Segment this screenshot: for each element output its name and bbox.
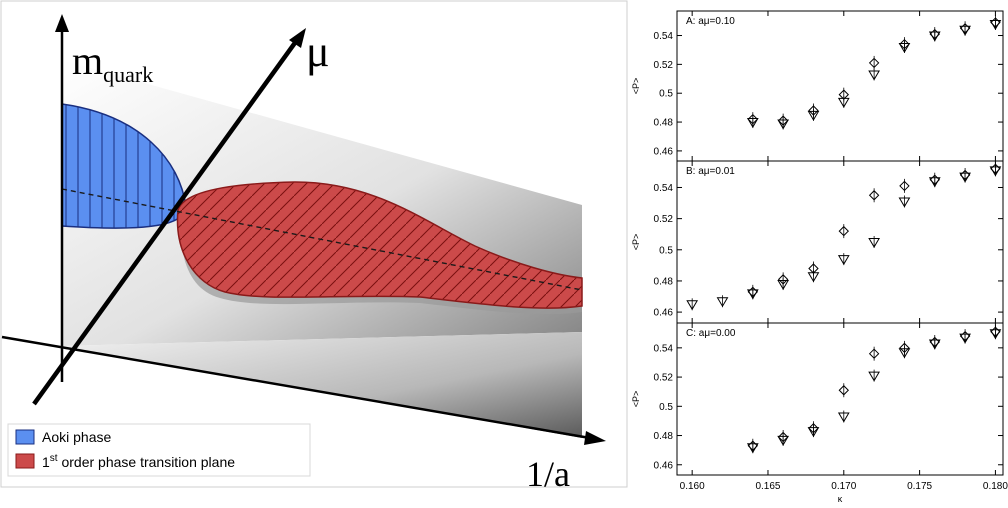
y-tick-label: 0.46 xyxy=(654,460,674,471)
legend-first-order-swatch xyxy=(15,453,35,469)
y-tick-label: 0.5 xyxy=(659,402,673,413)
triangle-point xyxy=(989,329,1002,340)
panel-title: B: aμ=0.01 xyxy=(686,166,735,177)
y-tick-label: 0.52 xyxy=(654,214,674,225)
triangle-point xyxy=(746,118,759,129)
y-tick-label: 0.52 xyxy=(654,373,674,384)
y-tick-label: 0.54 xyxy=(654,183,674,194)
inv-a-axis xyxy=(1,335,591,440)
x-tick-label: 0.165 xyxy=(755,481,780,492)
triangle-point xyxy=(777,280,790,291)
axis-mquark-label: mquark xyxy=(72,38,153,87)
y-tick-label: 0.48 xyxy=(654,431,674,442)
triangle-point xyxy=(777,119,790,130)
triangle-point xyxy=(837,97,850,108)
inv-a-axis-arrow xyxy=(584,431,606,445)
triangle-point xyxy=(928,31,941,42)
triangle-point xyxy=(746,289,759,300)
triangle-point xyxy=(746,443,759,454)
triangle-point xyxy=(837,255,850,266)
y-axis-label: <P> xyxy=(631,78,641,95)
diamond-point xyxy=(868,190,880,201)
triangle-point xyxy=(989,166,1002,177)
y-tick-label: 0.48 xyxy=(654,276,674,287)
phase-diagram-figure: mquark μ 1/a Aoki phase 1st order phase … xyxy=(0,0,628,494)
y-axis-label: <P> xyxy=(631,391,641,408)
x-axis-label: κ xyxy=(838,494,843,504)
triangle-point xyxy=(807,272,820,283)
x-tick-label: 0.180 xyxy=(983,481,1008,492)
legend-aoki-swatch xyxy=(15,429,35,445)
mu-axis xyxy=(32,38,299,406)
legend-aoki-label: Aoki phase xyxy=(42,429,111,445)
diamond-point xyxy=(868,57,880,69)
triangle-point xyxy=(928,177,941,188)
panel-frame xyxy=(676,160,1004,324)
diamond-point xyxy=(838,385,849,396)
panel-frame xyxy=(676,10,1004,162)
panel-frame xyxy=(676,322,1004,476)
y-tick-label: 0.52 xyxy=(654,60,674,71)
triangle-point xyxy=(959,25,971,36)
mquark-axis-arrow xyxy=(55,14,69,32)
diamond-point xyxy=(899,180,910,192)
axis-mu-label: μ xyxy=(306,27,330,76)
legend: Aoki phase 1st order phase transition pl… xyxy=(7,423,311,477)
legend-box xyxy=(7,423,311,477)
triangle-point xyxy=(868,70,880,81)
triangle-point xyxy=(716,297,729,308)
x-tick-label: 0.160 xyxy=(680,481,705,492)
triangle-point xyxy=(686,300,699,311)
triangle-point xyxy=(898,43,911,54)
triangle-point xyxy=(989,19,1002,30)
axis-inv-a-label: 1/a xyxy=(526,454,570,494)
triangle-point xyxy=(807,427,820,438)
y-tick-label: 0.46 xyxy=(654,308,674,319)
diamond-point xyxy=(838,225,849,237)
triangle-point xyxy=(837,412,850,423)
x-tick-label: 0.170 xyxy=(831,481,856,492)
diamond-point xyxy=(868,348,880,359)
floor-plane xyxy=(62,332,582,438)
x-tick-label: 0.175 xyxy=(907,481,932,492)
y-axis-label: <P> xyxy=(631,234,641,251)
triangle-point xyxy=(928,339,941,350)
y-tick-label: 0.54 xyxy=(654,31,674,42)
y-tick-label: 0.46 xyxy=(654,146,674,157)
triangle-point xyxy=(777,435,790,446)
triangle-point xyxy=(959,172,971,183)
plaquette-charts: 0.46 0.48 0.5 0.52 0.54 A: aμ=0.10 <P> 0.46 0.48… xyxy=(631,10,1008,504)
panel-title: A: aμ=0.10 xyxy=(686,16,735,27)
y-tick-label: 0.5 xyxy=(659,89,673,100)
y-tick-label: 0.54 xyxy=(654,343,674,354)
phase-dashed-line xyxy=(61,188,583,291)
triangle-point xyxy=(868,371,880,382)
triangle-point xyxy=(807,110,820,121)
triangle-point xyxy=(898,348,911,359)
triangle-point xyxy=(959,333,971,344)
y-tick-label: 0.5 xyxy=(659,245,673,256)
triangle-point xyxy=(868,238,880,248)
mu-axis-arrow xyxy=(289,28,306,48)
first-order-region xyxy=(176,181,583,309)
panel-title: C: aμ=0.00 xyxy=(686,328,736,339)
legend-first-order-label: 1st order phase transition plane xyxy=(42,453,235,470)
triangle-point xyxy=(898,197,911,208)
y-tick-label: 0.48 xyxy=(654,118,674,129)
